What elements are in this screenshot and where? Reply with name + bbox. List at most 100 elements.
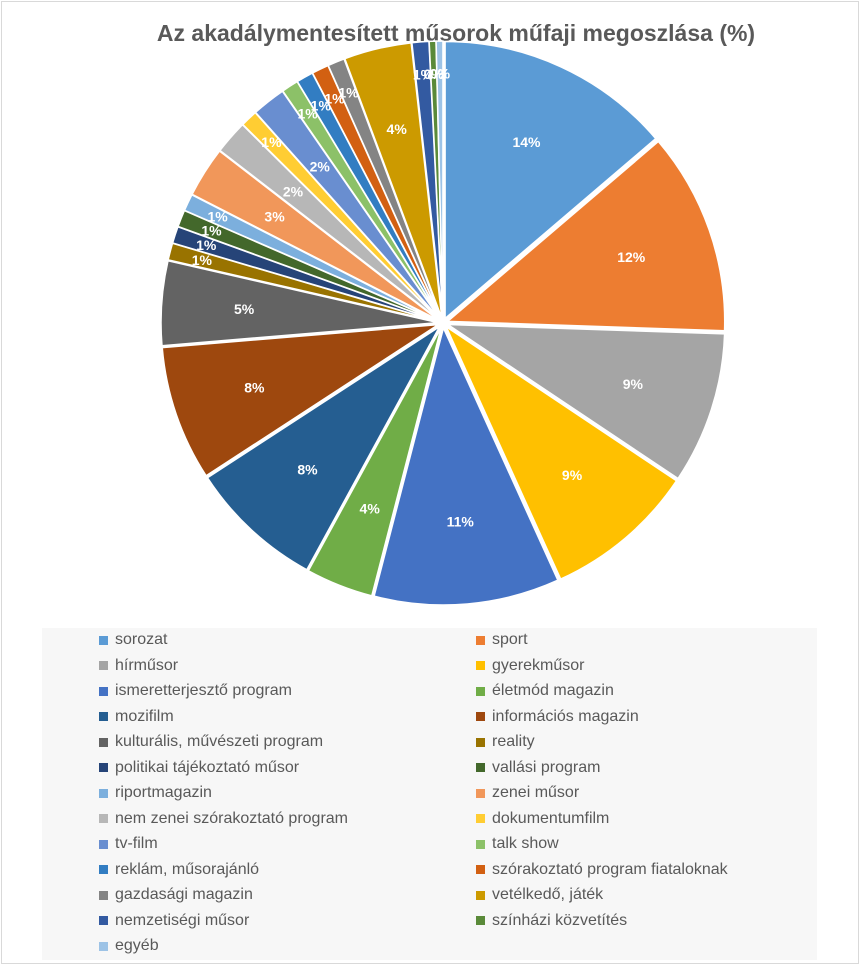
legend-item-dokumentumfilm: dokumentumfilm (476, 808, 609, 830)
data-label-kulturalis-muveszeti-program: 5% (234, 301, 255, 317)
legend-swatch (99, 941, 108, 951)
data-label-informacios-magazin: 8% (244, 380, 265, 396)
legend-swatch (476, 635, 485, 645)
legend-swatch (99, 712, 108, 721)
legend-swatch (99, 635, 108, 645)
data-label-reality: 1% (192, 252, 213, 268)
legend-item-szorakoztato-program-fiataloknak: szórakoztató program fiataloknak (476, 859, 728, 881)
legend-swatch (476, 737, 485, 747)
data-label-politikai-tajekoztato-musor: 1% (196, 237, 217, 253)
legend-item-eletmod-magazin: életmód magazin (476, 680, 614, 702)
legend-item-politikai-tajekoztato-musor: politikai tájékoztató műsor (99, 757, 299, 779)
data-label-reklam-musorajanlo: 1% (311, 98, 332, 114)
legend-item-reality: reality (476, 731, 535, 753)
legend-swatch (476, 890, 485, 900)
data-label-egyeb: 0% (430, 66, 451, 82)
legend-swatch (476, 839, 485, 849)
data-label-ismeretterjeszto-program: 11% (447, 514, 475, 530)
data-label-talk-show: 1% (298, 106, 319, 122)
legend-item-riportmagazin: riportmagazin (99, 782, 212, 804)
data-label-tv-film: 2% (310, 158, 331, 174)
legend-label: hírműsor (115, 656, 179, 674)
pie-slice-sorozat (444, 40, 657, 321)
legend-swatch (476, 686, 485, 696)
pie-slice-zenei-musor (191, 150, 440, 321)
legend-item-hirmusor: hírműsor (99, 655, 178, 677)
pie-slice-mozifilm (206, 326, 441, 571)
legend-item-kulturalis-muveszeti-program: kulturális, művészeti program (99, 731, 323, 753)
legend-label: politikai tájékoztató műsor (115, 758, 300, 776)
data-label-vallasi-program: 1% (201, 223, 222, 239)
pie-slice-vetelkedo-jatek (343, 42, 443, 319)
legend-item-talk-show: talk show (476, 833, 559, 855)
legend-label: zenei műsor (492, 784, 580, 801)
data-label-szinhazi-kozvetites: 0% (424, 66, 445, 82)
legend-item-sport: sport (476, 629, 528, 651)
data-label-zenei-musor: 3% (264, 208, 285, 224)
pie-slice-hirmusor (445, 323, 726, 480)
legend-swatch (99, 788, 108, 798)
legend-item-sorozat: sorozat (99, 629, 167, 651)
data-label-gazdasagi-magazin: 1% (338, 84, 359, 100)
legend-swatch (476, 916, 485, 925)
legend-item-ismeretterjeszto-program: ismeretterjesztő program (99, 680, 292, 702)
legend-swatch (99, 737, 108, 747)
data-label-sorozat: 14% (512, 134, 541, 150)
legend-label: vetélkedő, játék (492, 886, 604, 903)
data-label-nemzetisegi-musor: 1% (413, 67, 434, 83)
data-label-riportmagazin: 1% (207, 209, 228, 225)
pie-slice-sport (445, 140, 726, 332)
legend-swatch (476, 788, 485, 798)
legend-label: reklám, műsorajánló (115, 860, 260, 878)
legend-item-szinhazi-kozvetites: színházi közvetítés (476, 910, 627, 932)
legend-label: riportmagazin (115, 784, 212, 801)
legend-item-vallasi-program: vallási program (476, 757, 600, 779)
legend-label: sorozat (115, 631, 168, 648)
data-label-dokumentumfilm: 1% (261, 134, 282, 150)
legend-item-reklam-musorajanlo: reklám, műsorajánló (99, 859, 259, 881)
pie-slice-gazdasagi-magazin (327, 57, 442, 319)
legend-label: kulturális, művészeti program (115, 733, 324, 750)
legend-swatch (99, 865, 108, 874)
data-label-vetelkedo-jatek: 4% (387, 121, 408, 137)
legend-item-mozifilm: mozifilm (99, 706, 174, 728)
chart-legend: sorozat sport hírműsor gyerekműsor ismerette… (42, 628, 817, 960)
legend-label: színházi közvetítés (492, 911, 628, 929)
legend-swatch (99, 686, 108, 696)
legend-swatch (99, 839, 108, 849)
data-label-szorakoztato-program-fiataloknak: 1% (324, 91, 345, 107)
legend-label: dokumentumfilm (492, 809, 610, 827)
legend-item-gyerekmusor: gyerekműsor (476, 655, 584, 677)
legend-swatch (476, 814, 485, 823)
legend-swatch (476, 763, 485, 772)
pie-slice-informacios-magazin (161, 323, 439, 477)
legend-swatch (476, 712, 485, 721)
legend-item-nemzetisegi-musor: nemzetiségi műsor (99, 910, 249, 932)
data-label-nem-zenei-szorakoztato-program: 2% (283, 184, 304, 200)
legend-label: talk show (492, 835, 559, 852)
legend-swatch (99, 763, 108, 772)
legend-label: szórakoztató program fiataloknak (492, 860, 728, 878)
legend-swatch (99, 814, 108, 823)
pie-slice-egyeb (435, 40, 444, 319)
legend-item-tv-film: tv-film (99, 833, 158, 855)
legend-swatch (99, 916, 108, 925)
legend-swatch (476, 661, 485, 670)
legend-item-nem-zenei-szorakoztato-program: nem zenei szórakoztató program (99, 808, 348, 830)
legend-item-vetelkedo-jatek: vetélkedő, játék (476, 884, 603, 906)
legend-label: vallási program (492, 758, 601, 776)
legend-swatch (99, 890, 108, 900)
data-label-eletmod-magazin: 4% (360, 500, 381, 516)
pie-slice-ismeretterjeszto-program (373, 325, 559, 606)
data-label-mozifilm: 8% (297, 461, 318, 477)
legend-label: életmód magazin (492, 682, 614, 699)
legend-item-gazdasagi-magazin: gazdasági magazin (99, 884, 253, 906)
legend-swatch (476, 865, 485, 874)
legend-label: nemzetiségi műsor (115, 911, 250, 929)
pie-slice-eletmod-magazin (307, 327, 442, 597)
legend-label: ismeretterjesztő program (115, 682, 292, 699)
legend-label: egyéb (115, 937, 159, 954)
legend-label: tv-film (115, 835, 158, 852)
